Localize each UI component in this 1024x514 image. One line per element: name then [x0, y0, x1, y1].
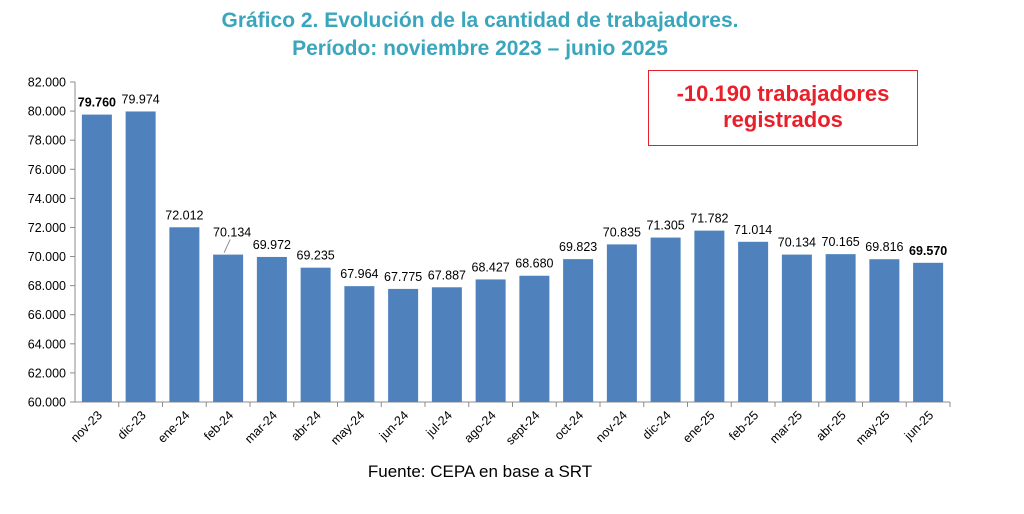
bar — [738, 241, 769, 402]
data-label: 79.760 — [78, 96, 116, 110]
y-tick-label: 60.000 — [28, 396, 66, 410]
data-label: 69.816 — [865, 240, 903, 254]
bar — [344, 286, 375, 402]
x-tick-label: jun-24 — [376, 408, 411, 443]
x-tick-label: jul-24 — [423, 408, 455, 440]
data-label: 68.680 — [515, 257, 553, 271]
data-label-leader — [223, 239, 231, 253]
x-tick-label: abr-25 — [813, 408, 848, 443]
x-tick-label: mar-25 — [767, 408, 805, 446]
bar — [650, 237, 681, 402]
bar — [431, 287, 462, 402]
bar — [869, 259, 900, 402]
bar — [81, 114, 112, 402]
bar — [781, 254, 812, 402]
x-tick-label: dic-24 — [640, 408, 674, 442]
bar — [213, 254, 244, 402]
y-tick-label: 72.000 — [28, 221, 66, 235]
callout-line-1: -10.190 trabajadores — [676, 81, 890, 106]
bar — [694, 230, 725, 402]
y-tick-label: 70.000 — [28, 250, 66, 264]
total-change-callout: -10.190 trabajadores registrados — [648, 70, 918, 146]
bar — [913, 262, 944, 402]
bar — [563, 259, 594, 402]
x-tick-label: ene-24 — [155, 408, 192, 445]
y-tick-label: 68.000 — [28, 279, 66, 293]
bar — [475, 279, 506, 402]
data-label: 67.964 — [340, 267, 378, 281]
x-tick-label: nov-24 — [593, 408, 630, 445]
y-tick-label: 74.000 — [28, 192, 66, 206]
y-tick-label: 82.000 — [28, 76, 66, 90]
bar — [606, 244, 637, 402]
x-tick-label: abr-24 — [288, 408, 323, 443]
bar — [169, 227, 200, 402]
x-tick-label: feb-24 — [201, 408, 236, 443]
bar — [388, 288, 419, 402]
data-label: 71.782 — [690, 212, 728, 226]
x-tick-label: feb-25 — [726, 408, 761, 443]
data-label: 69.570 — [909, 244, 947, 258]
bar — [300, 267, 331, 402]
bar — [125, 111, 156, 403]
data-label: 67.775 — [384, 270, 422, 284]
data-label: 70.134 — [213, 226, 251, 240]
x-tick-label: ago-24 — [461, 408, 498, 445]
x-tick-label: mar-24 — [242, 408, 280, 446]
x-tick-label: nov-23 — [68, 408, 105, 445]
bar — [825, 254, 856, 402]
data-label: 71.305 — [647, 219, 685, 233]
bar — [519, 275, 550, 402]
chart-title: Gráfico 2. Evolución de la cantidad de t… — [221, 9, 739, 32]
x-tick-label: oct-24 — [552, 408, 586, 442]
data-label: 70.835 — [603, 225, 641, 239]
source-note: Fuente: CEPA en base a SRT — [367, 462, 593, 481]
data-label: 70.134 — [778, 236, 816, 250]
y-tick-label: 78.000 — [28, 134, 66, 148]
x-tick-label: may-24 — [328, 408, 367, 447]
data-label: 68.427 — [472, 260, 510, 274]
data-label: 67.887 — [428, 268, 466, 282]
x-tick-label: ene-25 — [680, 408, 717, 445]
x-tick-label: sept-24 — [503, 408, 542, 447]
data-label: 72.012 — [165, 208, 203, 222]
y-tick-label: 76.000 — [28, 163, 66, 177]
callout-line-2: registrados — [723, 107, 843, 132]
x-tick-label: jun-25 — [901, 408, 936, 443]
x-tick-label: may-25 — [853, 408, 892, 447]
data-label: 70.165 — [822, 235, 860, 249]
data-label: 69.972 — [253, 238, 291, 252]
data-label: 71.014 — [734, 223, 772, 237]
data-label: 69.235 — [297, 249, 335, 263]
y-tick-label: 62.000 — [28, 366, 66, 380]
chart-subtitle: Período: noviembre 2023 – junio 2025 — [292, 37, 668, 60]
y-tick-label: 66.000 — [28, 308, 66, 322]
data-label: 79.974 — [122, 92, 160, 106]
x-tick-label: dic-23 — [115, 408, 149, 442]
y-tick-label: 64.000 — [28, 337, 66, 351]
data-label: 69.823 — [559, 240, 597, 254]
bar — [256, 256, 287, 402]
y-tick-label: 80.000 — [28, 105, 66, 119]
